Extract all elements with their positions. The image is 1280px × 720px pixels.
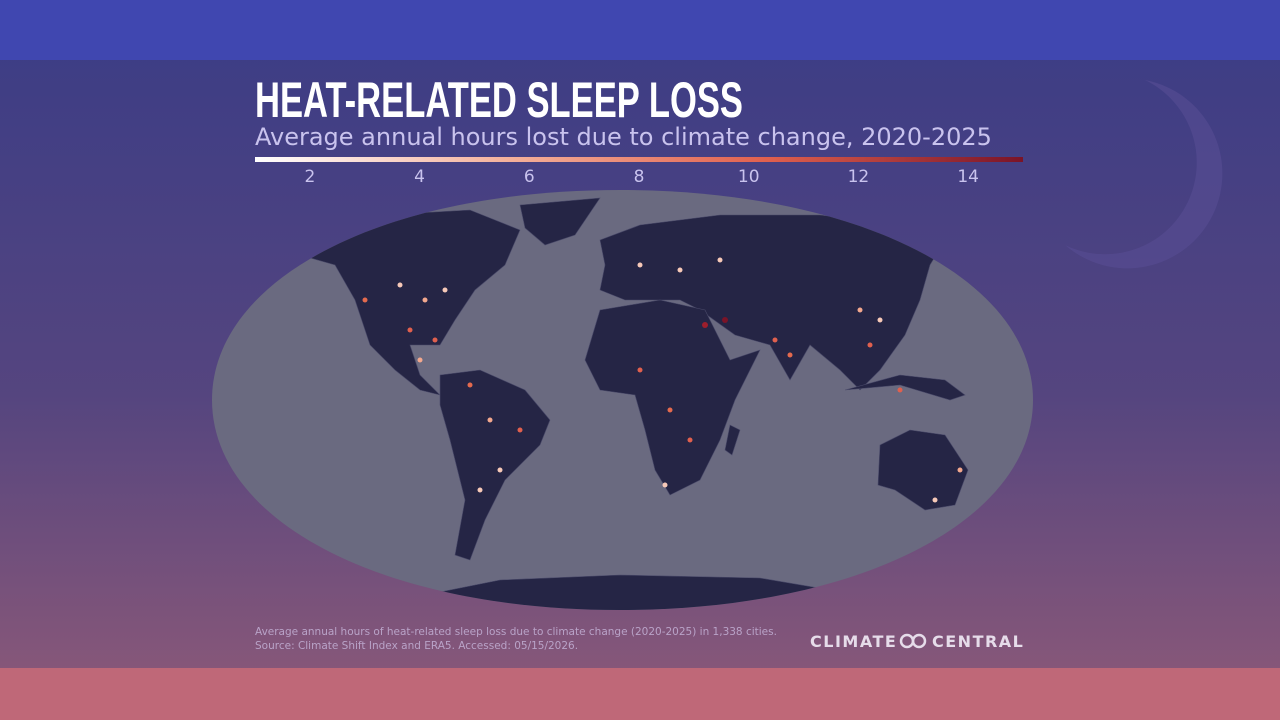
city-dot	[687, 437, 693, 443]
city-dot	[467, 382, 473, 388]
top-band	[0, 0, 1280, 60]
footnote: Average annual hours of heat-related sle…	[255, 626, 777, 638]
city-dot	[422, 297, 428, 303]
logo-text: CLIMATE CENTRAL	[810, 632, 1024, 651]
city-dots	[362, 257, 963, 503]
city-dot	[442, 287, 448, 293]
city-dot	[932, 497, 938, 503]
north-america	[299, 209, 521, 396]
bottom-band	[0, 668, 1280, 720]
city-dot	[497, 467, 503, 473]
city-dot	[867, 342, 873, 348]
madagascar	[724, 424, 741, 456]
city-dot	[877, 317, 883, 323]
source: Source: Climate Shift Index and ERA5. Ac…	[255, 640, 578, 652]
city-dot	[517, 427, 523, 433]
tick-label: 6	[524, 167, 535, 187]
subtitle: Average annual hours lost due to climate…	[255, 123, 992, 151]
city-dot	[722, 317, 728, 323]
city-dot	[897, 387, 903, 393]
city-dot	[772, 337, 778, 343]
tick-label: 8	[634, 167, 645, 187]
city-dot	[637, 262, 643, 268]
tick-label: 12	[848, 167, 870, 187]
logo	[899, 633, 927, 649]
greenland	[519, 197, 601, 246]
city-dot	[857, 307, 863, 313]
city-dot	[957, 467, 963, 473]
city-dot	[717, 257, 723, 263]
city-dot	[362, 297, 368, 303]
africa	[584, 299, 761, 496]
city-dot	[477, 487, 483, 493]
logo-ring	[911, 633, 927, 649]
city-dot	[407, 327, 413, 333]
tick-label: 14	[957, 167, 979, 187]
title: HEAT-RELATED SLEEP LOSS	[255, 72, 743, 128]
color-bar-ticks: 2 4 6 8 10 12 14	[304, 167, 979, 187]
city-dot	[787, 352, 793, 358]
australia	[877, 429, 969, 511]
city-dot	[417, 357, 423, 363]
city-dot	[397, 282, 403, 288]
color-bar	[255, 157, 1023, 162]
tick-label: 10	[738, 167, 760, 187]
city-dot	[662, 482, 668, 488]
city-dot	[637, 367, 643, 373]
city-dot	[487, 417, 493, 423]
tick-label: 2	[304, 167, 315, 187]
south-america	[439, 369, 551, 561]
tick-label: 4	[414, 167, 425, 187]
city-dot	[667, 407, 673, 413]
city-dot	[432, 337, 438, 343]
indonesia	[844, 374, 966, 401]
moon	[1065, 80, 1223, 269]
map	[212, 190, 1033, 610]
city-dot	[677, 267, 683, 273]
city-dot	[702, 322, 708, 328]
